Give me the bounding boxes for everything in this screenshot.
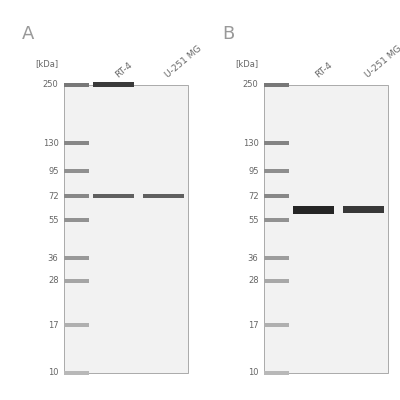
Bar [264, 371, 289, 375]
Bar [64, 371, 89, 375]
Bar [264, 218, 289, 222]
Text: RT-4: RT-4 [314, 60, 334, 80]
Bar [264, 256, 289, 260]
Text: RT-4: RT-4 [114, 60, 134, 80]
Text: 55: 55 [248, 216, 258, 225]
Text: 95: 95 [248, 167, 258, 176]
Text: B: B [222, 25, 234, 43]
Text: 95: 95 [48, 167, 58, 176]
Text: 10: 10 [248, 368, 258, 377]
Bar [64, 194, 89, 198]
Bar [264, 83, 289, 87]
Text: 28: 28 [248, 276, 258, 285]
Text: 130: 130 [43, 139, 58, 148]
Bar [264, 170, 289, 173]
Text: 250: 250 [43, 80, 58, 89]
Bar [64, 256, 89, 260]
Text: U-251 MG: U-251 MG [364, 44, 400, 80]
Bar [64, 142, 89, 145]
Bar [143, 194, 184, 198]
Text: A: A [22, 25, 35, 43]
Bar [264, 279, 289, 282]
Bar [64, 83, 89, 87]
Bar [294, 206, 334, 214]
Text: 130: 130 [243, 139, 258, 148]
Bar [64, 218, 89, 222]
Bar [64, 324, 89, 327]
Text: 250: 250 [243, 80, 258, 89]
Bar [94, 82, 134, 87]
Text: 17: 17 [48, 321, 58, 330]
FancyBboxPatch shape [64, 85, 188, 373]
Bar [94, 194, 134, 198]
Text: 72: 72 [48, 192, 58, 201]
Text: 55: 55 [48, 216, 58, 225]
Text: 10: 10 [48, 368, 58, 377]
Text: [kDa]: [kDa] [35, 59, 58, 68]
Text: 72: 72 [248, 192, 258, 201]
Bar [64, 279, 89, 282]
FancyBboxPatch shape [264, 85, 388, 373]
Text: [kDa]: [kDa] [235, 59, 258, 68]
Text: 17: 17 [248, 321, 258, 330]
Bar [264, 324, 289, 327]
Bar [343, 206, 384, 213]
Bar [264, 142, 289, 145]
Text: 28: 28 [48, 276, 58, 285]
Bar [264, 194, 289, 198]
Bar [64, 170, 89, 173]
Text: 36: 36 [248, 254, 258, 263]
Text: U-251 MG: U-251 MG [164, 44, 203, 80]
Text: 36: 36 [48, 254, 58, 263]
